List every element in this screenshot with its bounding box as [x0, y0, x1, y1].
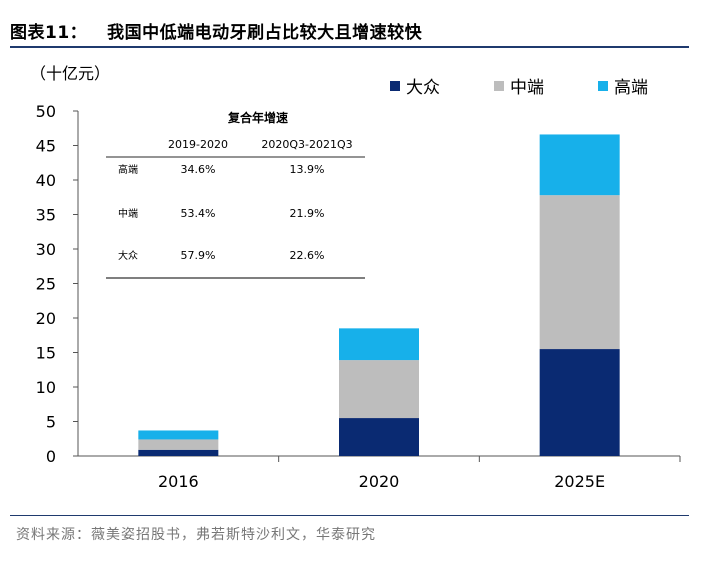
bar-segment-中端-2020 [339, 360, 419, 419]
bar-segment-高端-2016 [138, 430, 219, 440]
legend-swatch-中端 [494, 81, 504, 91]
inset-table-row-label: 高端 [118, 163, 138, 176]
legend-swatch-大众 [390, 81, 400, 91]
inset-table-cell: 57.9% [181, 249, 216, 262]
bar-segment-高端-2020 [339, 328, 419, 361]
inset-table-cell: 22.6% [290, 249, 325, 262]
legend-label-中端: 中端 [510, 78, 544, 98]
source-note: 资料来源：薇美姿招股书，弗若斯特沙利文，华泰研究 [16, 527, 376, 543]
y-tick-label: 15 [36, 344, 56, 363]
inset-table-row-label: 大众 [118, 249, 138, 262]
bar-segment-高端-2025E [539, 134, 620, 196]
y-tick-label: 25 [36, 275, 56, 294]
figure-title: 图表11： 我国中低端电动牙刷占比较大且增速较快 [10, 18, 422, 43]
y-tick-label: 40 [36, 171, 56, 190]
inset-table-cell: 34.6% [181, 163, 216, 176]
inset-table-column-header: 2020Q3-2021Q3 [261, 138, 352, 151]
source-rule [10, 515, 689, 516]
unit-label: （十亿元） [30, 64, 110, 83]
figure-number: 图表11： [10, 23, 88, 43]
inset-table-column-header: 2019-2020 [168, 138, 228, 151]
y-tick-label: 30 [36, 240, 56, 259]
legend-label-高端: 高端 [614, 78, 648, 98]
y-tick-label: 35 [36, 206, 56, 225]
y-tick-label: 45 [36, 137, 56, 156]
y-tick-label: 50 [36, 102, 56, 121]
legend-label-大众: 大众 [406, 78, 440, 98]
y-tick-label: 20 [36, 309, 56, 328]
bar-segment-中端-2025E [539, 195, 620, 350]
x-tick-label: 2025E [554, 472, 605, 491]
bar-segment-大众-2020 [339, 418, 419, 456]
figure-title-text: 我国中低端电动牙刷占比较大且增速较快 [107, 23, 423, 43]
bar-segment-中端-2016 [138, 439, 219, 450]
inset-table-cell: 21.9% [290, 207, 325, 220]
legend-swatch-高端 [598, 81, 608, 91]
inset-table-title: 复合年增速 [227, 110, 288, 125]
x-tick-label: 2016 [158, 472, 199, 491]
inset-table-cell: 13.9% [290, 163, 325, 176]
inset-table-row-label: 中端 [118, 207, 138, 220]
title-rule [10, 46, 689, 48]
inset-table-cell: 53.4% [181, 207, 216, 220]
bar-segment-大众-2016 [138, 449, 219, 456]
y-tick-label: 5 [46, 413, 56, 432]
y-tick-label: 10 [36, 378, 56, 397]
x-tick-label: 2020 [359, 472, 400, 491]
bar-segment-大众-2025E [539, 349, 620, 456]
y-tick-label: 0 [46, 447, 56, 466]
